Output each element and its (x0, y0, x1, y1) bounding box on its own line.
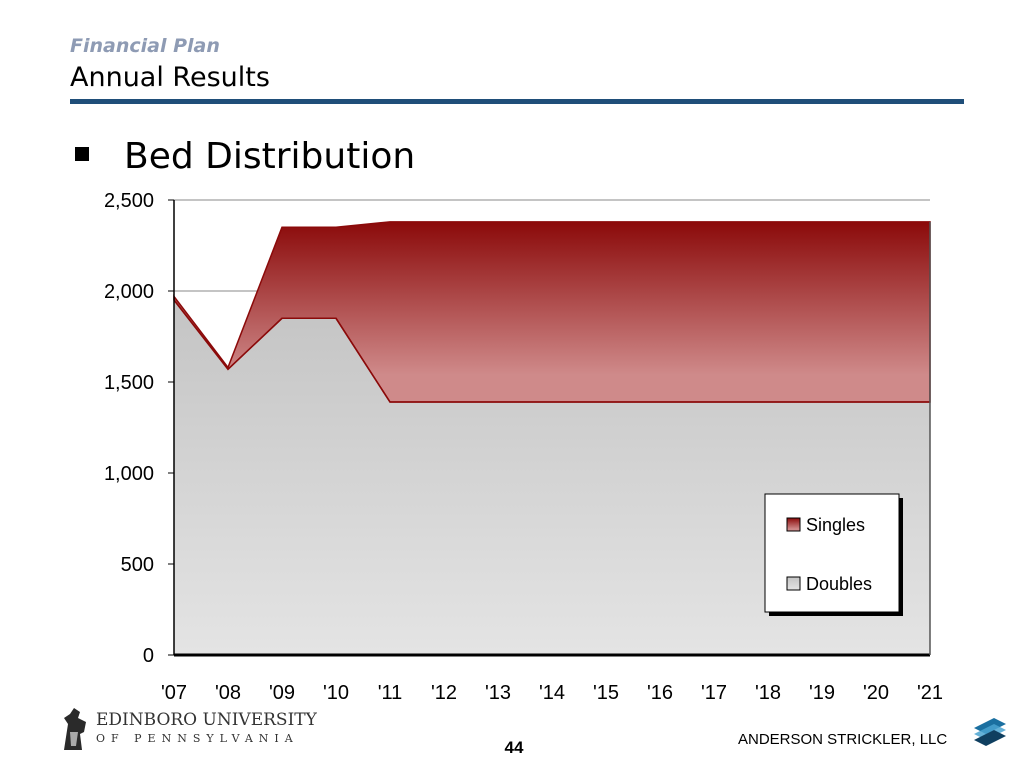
x-tick-label: '15 (593, 682, 619, 704)
header-kicker: Financial Plan (70, 35, 220, 57)
x-tick-label: '17 (701, 682, 727, 704)
y-tick-label: 1,500 (104, 372, 154, 394)
header-rule (70, 99, 964, 104)
y-tick-label: 2,500 (104, 190, 154, 212)
legend-label-doubles: Doubles (806, 574, 872, 594)
university-name: EDINBORO UNIVERSITY (96, 710, 317, 730)
x-tick-label: '14 (539, 682, 565, 704)
bullet-square-icon (75, 147, 89, 161)
firm-name: ANDERSON STRICKLER, LLC (738, 731, 948, 748)
series-boundary-line (173, 299, 930, 403)
page-number: 44 (504, 738, 524, 757)
x-tick-label: '16 (647, 682, 673, 704)
legend-box (764, 493, 900, 613)
fighting-scot-icon (64, 708, 86, 750)
bullet-heading: Bed Distribution (124, 136, 416, 177)
slide-title: Annual Results (70, 62, 270, 93)
x-tick-label: '09 (269, 682, 295, 704)
university-subtitle: OF PENNSYLVANIA (96, 732, 299, 745)
x-tick-label: '19 (809, 682, 835, 704)
x-tick-label: '20 (863, 682, 889, 704)
x-tick-label: '07 (161, 682, 187, 704)
series-area-doubles (174, 300, 930, 655)
x-tick-label: '13 (485, 682, 511, 704)
x-tick-label: '12 (431, 682, 457, 704)
legend-label-singles: Singles (806, 515, 865, 535)
firm-logo-icon (974, 718, 1006, 746)
y-tick-label: 0 (143, 645, 154, 667)
legend-swatch-doubles (786, 576, 801, 591)
y-tick-label: 500 (121, 554, 154, 576)
x-tick-label: '21 (917, 682, 943, 704)
x-tick-label: '08 (215, 682, 241, 704)
y-tick-label: 2,000 (104, 281, 154, 303)
y-tick-label: 1,000 (104, 463, 154, 485)
legend-swatch-singles (786, 517, 801, 532)
edinboro-logo: EDINBORO UNIVERSITY OF PENNSYLVANIA (58, 706, 317, 756)
x-tick-label: '11 (378, 682, 403, 704)
x-tick-label: '18 (755, 682, 781, 704)
x-tick-label: '10 (323, 682, 349, 704)
